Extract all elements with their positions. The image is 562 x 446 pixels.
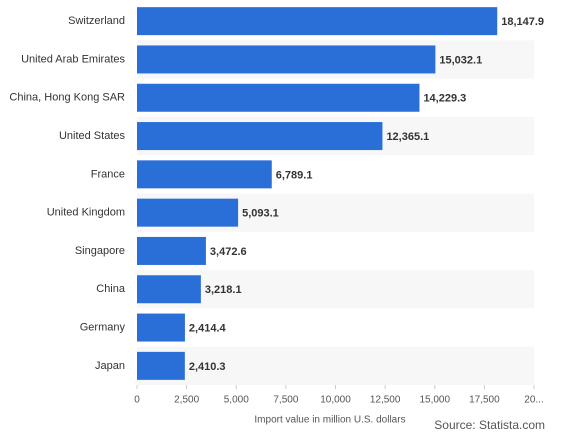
bar <box>137 122 383 151</box>
y-tick-label: United States <box>59 130 126 142</box>
value-label: 18,147.9 <box>501 16 544 28</box>
bar <box>137 45 436 74</box>
y-tick-label: Germany <box>80 321 126 333</box>
bar <box>137 236 206 265</box>
x-tick-label: 17,500 <box>469 395 500 406</box>
row-band <box>137 346 534 385</box>
bar <box>137 275 201 304</box>
y-tick-label: China <box>96 283 126 295</box>
bar <box>137 160 272 189</box>
bar <box>137 351 185 380</box>
x-tick-label: 12,500 <box>370 395 401 406</box>
value-label: 5,093.1 <box>242 208 279 220</box>
value-label: 2,410.3 <box>189 361 226 373</box>
y-tick-label: Switzerland <box>68 15 125 27</box>
x-tick-label: 15,000 <box>419 395 450 406</box>
bar <box>137 83 420 112</box>
x-tick-label: 0 <box>134 395 140 406</box>
value-label: 12,365.1 <box>386 131 429 143</box>
value-label: 2,414.4 <box>189 322 227 334</box>
y-tick-label: China, Hong Kong SAR <box>9 92 125 104</box>
value-label: 3,218.1 <box>205 284 242 296</box>
x-tick-label: 5,000 <box>224 395 249 406</box>
x-tick-label: 7,500 <box>273 395 298 406</box>
bar <box>137 313 185 342</box>
x-tick-label: 20... <box>524 395 543 406</box>
x-tick-label: 10,000 <box>320 395 351 406</box>
value-label: 14,229.3 <box>423 93 466 105</box>
y-tick-label: France <box>91 168 125 180</box>
y-tick-label: United Kingdom <box>47 207 125 219</box>
x-axis-title: Import value in million U.S. dollars <box>254 415 405 426</box>
row-band <box>137 270 534 309</box>
y-tick-label: Singapore <box>75 245 125 257</box>
bar <box>137 7 498 36</box>
y-tick-label: United Arab Emirates <box>21 53 125 65</box>
source: Source: Statista.com <box>434 418 545 432</box>
x-tick-label: 2,500 <box>174 395 199 406</box>
value-label: 15,032.1 <box>439 54 482 66</box>
value-label: 6,789.1 <box>276 169 313 181</box>
y-tick-label: Japan <box>95 360 125 372</box>
bar <box>137 198 239 227</box>
value-label: 3,472.6 <box>210 246 247 258</box>
